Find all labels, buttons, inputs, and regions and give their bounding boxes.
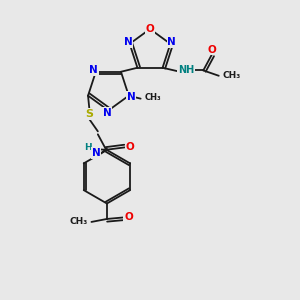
Text: S: S	[85, 109, 94, 119]
Text: CH₃: CH₃	[69, 218, 88, 226]
Text: methyl: methyl	[145, 96, 150, 98]
Text: N: N	[103, 108, 111, 118]
Text: N: N	[127, 92, 136, 102]
Text: O: O	[207, 45, 216, 55]
Text: O: O	[146, 24, 154, 34]
Text: N: N	[92, 148, 100, 158]
Text: NH: NH	[178, 65, 194, 75]
Text: CH₃: CH₃	[145, 93, 161, 102]
Text: H: H	[84, 143, 92, 152]
Text: N: N	[89, 65, 98, 75]
Text: N: N	[167, 37, 176, 47]
Text: CH₃: CH₃	[223, 71, 241, 80]
Text: O: O	[126, 142, 134, 152]
Text: O: O	[124, 212, 133, 223]
Text: N: N	[124, 37, 133, 47]
